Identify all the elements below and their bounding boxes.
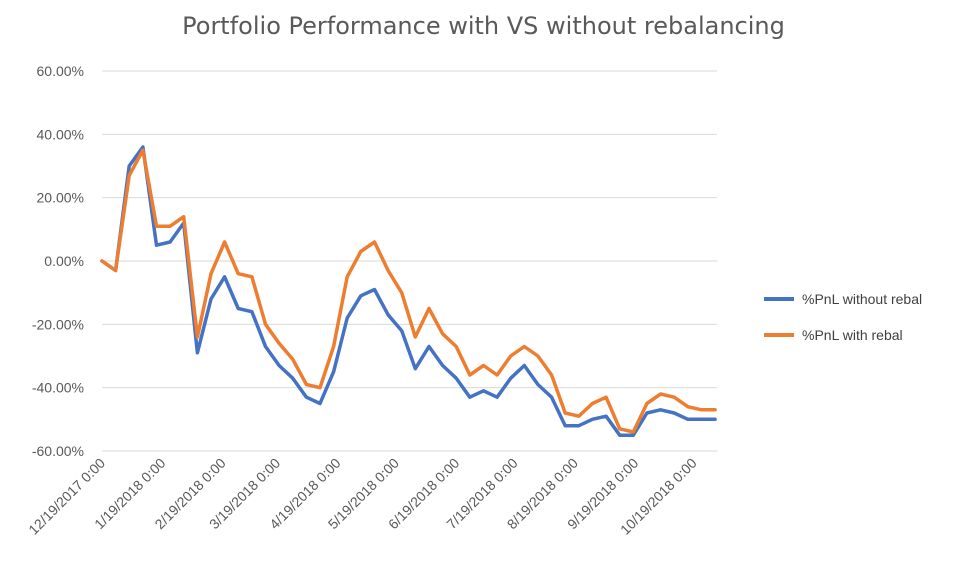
- y-tick-label: 20.00%: [37, 190, 84, 206]
- series-lines: [100, 145, 717, 437]
- legend-label-with-rebal: %PnL with rebal: [802, 327, 903, 343]
- y-tick-label: 60.00%: [37, 63, 84, 79]
- y-tick-label: -60.00%: [32, 443, 84, 459]
- y-tick-label: 40.00%: [37, 126, 84, 142]
- x-axis-tick-labels: 12/19/2017 0:001/19/2018 0:002/19/2018 0…: [25, 455, 700, 538]
- legend-swatch-without-rebal: [764, 297, 794, 301]
- y-tick-label: -20.00%: [32, 316, 84, 332]
- legend-label-without-rebal: %PnL without rebal: [802, 291, 923, 307]
- legend-swatch-with-rebal: [764, 333, 794, 337]
- legend: %PnL without rebal %PnL with rebal: [764, 288, 922, 360]
- y-tick-label: 0.00%: [44, 253, 84, 269]
- y-tick-label: -40.00%: [32, 380, 84, 396]
- gridlines: [102, 70, 717, 452]
- series-line-without-rebal: [100, 145, 717, 437]
- legend-item-with-rebal: %PnL with rebal: [764, 324, 922, 346]
- legend-item-without-rebal: %PnL without rebal: [764, 288, 922, 310]
- y-axis-tick-labels: 60.00% 40.00% 20.00% 0.00% -20.00% -40.00% -60…: [32, 63, 84, 459]
- series-line-with-rebal: [100, 148, 717, 434]
- chart-title: Portfolio Performance with VS without re…: [182, 12, 785, 40]
